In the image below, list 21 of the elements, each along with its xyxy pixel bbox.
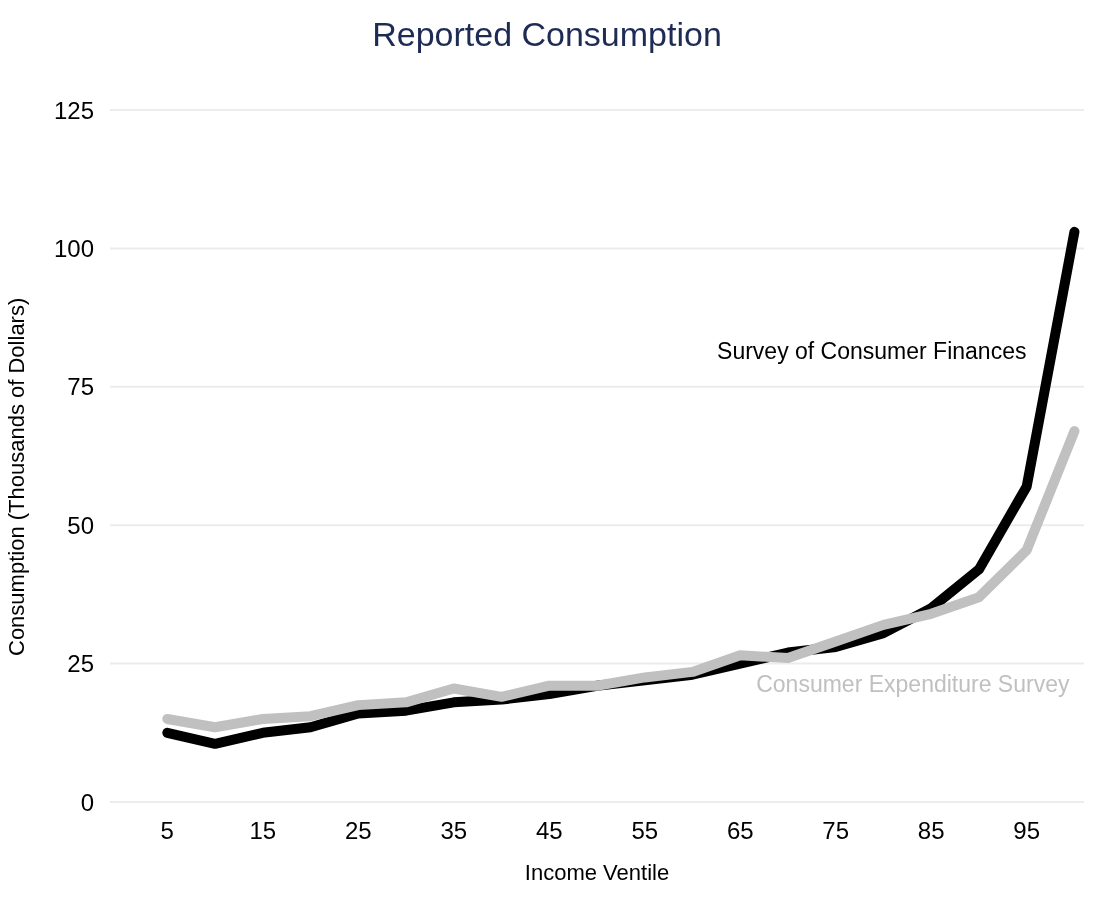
x-tick-label: 75 <box>822 817 850 845</box>
x-tick-label: 45 <box>535 817 563 845</box>
y-tick-label: 0 <box>80 788 94 816</box>
x-tick-label: 65 <box>726 817 754 845</box>
series-label: Consumer Expenditure Survey <box>756 671 1070 698</box>
y-tick-label: 50 <box>67 511 94 539</box>
y-tick-label: 100 <box>53 234 94 262</box>
x-tick-label: 85 <box>917 817 945 845</box>
y-tick-label: 125 <box>53 96 94 124</box>
x-tick-label: 55 <box>631 817 659 845</box>
x-tick-label: 5 <box>160 817 174 845</box>
chart-title: Reported Consumption <box>371 14 723 55</box>
x-axis-title: Income Ventile <box>524 860 670 885</box>
series-label: Survey of Consumer Finances <box>717 337 1027 364</box>
x-tick-label: 25 <box>344 817 372 845</box>
y-tick-label: 25 <box>67 650 94 678</box>
y-axis-title: Consumption (Thousands of Dollars) <box>3 297 29 656</box>
y-tick-label: 75 <box>67 373 94 401</box>
x-tick-label: 15 <box>249 817 277 845</box>
x-tick-label: 35 <box>440 817 468 845</box>
x-tick-label: 95 <box>1013 817 1041 845</box>
